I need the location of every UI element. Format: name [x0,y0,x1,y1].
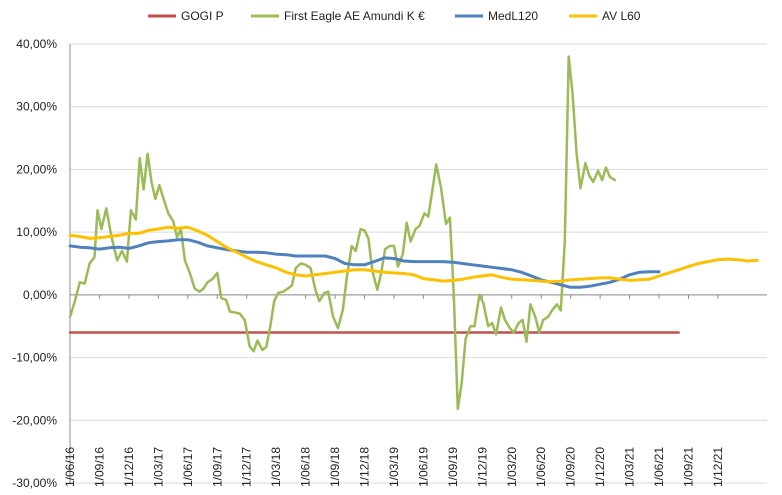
x-tick-label: 1/12/19 [475,447,489,487]
x-tick-label: 1/09/19 [446,447,460,487]
x-tick-label: 1/06/18 [299,447,313,487]
axes [69,44,767,483]
x-tick-label: 1/06/17 [181,447,195,487]
legend-label: MedL120 [488,9,538,23]
x-axis-ticks: 1/06/16 1/09/16 1/12/16 1/03/17 1/06/17 1/09/… [63,294,725,487]
y-tick-label: -10,00% [12,351,57,365]
legend-label: AV L60 [602,9,641,23]
x-tick-label: 1/12/21 [711,447,725,487]
gridlines [70,43,767,484]
x-tick-label: 1/12/20 [593,447,607,487]
y-tick-label: 20,00% [16,162,57,176]
x-tick-label: 1/09/20 [564,447,578,487]
x-tick-label: 1/03/21 [623,447,637,487]
y-tick-label: 10,00% [16,225,57,239]
y-tick-label: 40,00% [16,37,57,51]
series-line-3 [68,238,661,289]
legend-label: GOGI P [181,9,224,23]
y-tick-label: 0,00% [23,288,57,302]
x-tick-label: 1/09/18 [328,447,342,487]
series-line-4 [68,225,759,284]
x-tick-label: 1/03/19 [387,447,401,487]
y-tick-label: -30,00% [12,476,57,490]
series-group [68,55,759,411]
x-tick-label: 1/06/20 [534,447,548,487]
y-tick-label: 30,00% [16,100,57,114]
series-line-2 [68,55,617,411]
legend: GOGI P First Eagle AE Amundi K € MedL120 AV… [148,9,641,23]
x-tick-label: 1/09/16 [92,447,106,487]
x-tick-label: 1/09/17 [210,447,224,487]
x-tick-label: 1/03/17 [151,447,165,487]
x-tick-label: 1/03/18 [269,447,283,487]
y-axis-ticks: -30,00% -20,00% -10,00% 0,00% 10,00% 20,00% 30… [12,37,57,490]
x-tick-label: 1/06/16 [63,447,77,487]
x-tick-label: 1/09/21 [681,447,695,487]
x-tick-label: 1/06/19 [416,447,430,487]
y-tick-label: -20,00% [12,413,57,427]
x-tick-label: 1/12/18 [358,447,372,487]
x-tick-label: 1/12/17 [240,447,254,487]
x-tick-label: 1/12/16 [122,447,136,487]
x-tick-label: 1/06/21 [652,447,666,487]
x-tick-label: 1/03/20 [505,447,519,487]
legend-label: First Eagle AE Amundi K € [284,9,425,23]
